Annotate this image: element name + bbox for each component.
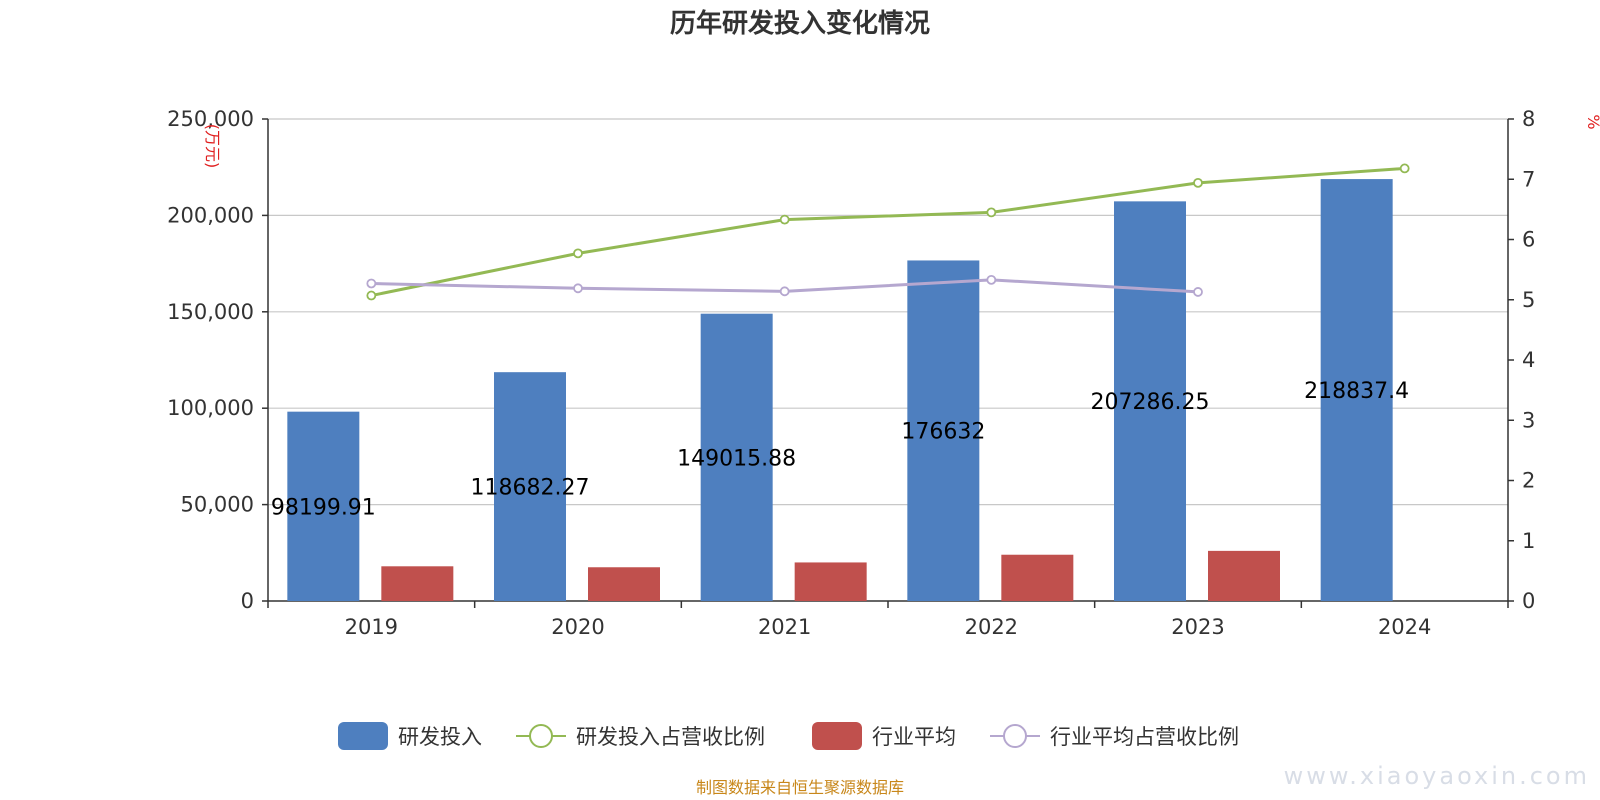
left-axis-tick-label: 50,000 [181, 493, 254, 517]
x-axis-tick-label: 2020 [551, 615, 604, 639]
bar-value-label: 98199.91 [271, 495, 376, 520]
legend-swatch [812, 722, 862, 750]
legend-swatch [338, 722, 388, 750]
right-axis-tick-label: 0 [1522, 589, 1535, 613]
bar-rd-investment [700, 313, 773, 601]
x-axis-tick-label: 2023 [1171, 615, 1224, 639]
line-industry-ratio-point [779, 286, 790, 297]
right-axis-tick-label: 5 [1522, 288, 1535, 312]
left-axis-tick-label: 100,000 [167, 396, 254, 420]
bar-value-label: 176632 [901, 420, 985, 445]
right-axis-tick-label: 3 [1522, 408, 1535, 432]
line-rd-ratio-point [366, 290, 377, 301]
left-axis-tick-label: 200,000 [167, 203, 254, 227]
right-axis-tick-label: 8 [1522, 107, 1535, 131]
x-axis-tick-label: 2021 [758, 615, 811, 639]
line-rd-ratio-point [573, 248, 583, 259]
bars [287, 179, 1393, 602]
lines [366, 163, 1410, 301]
bar-value-label: 118682.27 [471, 476, 590, 501]
line-rd-ratio-point [779, 214, 790, 225]
legend-swatch-marker [1003, 724, 1027, 748]
x-axis-tick-label: 2022 [965, 615, 1018, 639]
line-industry-ratio-point [573, 283, 583, 294]
line-rd-ratio [371, 166, 1405, 298]
line-industry-ratio-point [366, 278, 377, 289]
watermark: www.xiaoyaoxin.com [1284, 762, 1590, 790]
right-axis-tick-label: 7 [1522, 167, 1535, 191]
x-axis-tick-label: 2019 [345, 615, 398, 639]
left-axis-unit: (万元) [203, 124, 222, 169]
bar-industry-average [794, 562, 867, 601]
legend-label: 行业平均 [872, 725, 956, 749]
grid [268, 118, 1508, 506]
line-industry-ratio-point [1193, 287, 1203, 297]
bar-industry-average [381, 566, 454, 601]
right-axis-tick-label: 1 [1522, 529, 1535, 553]
right-axis-tick-label: 6 [1522, 228, 1535, 252]
legend-label: 研发投入占营收比例 [576, 725, 765, 749]
bar-rd-investment [287, 411, 360, 601]
line-industry-ratio-point [986, 274, 997, 285]
bar-rd-investment [494, 372, 566, 601]
left-axis-tick-label: 150,000 [167, 300, 254, 324]
right-axis-tick-label: 4 [1522, 348, 1535, 372]
left-axis-tick-label: 250,000 [167, 107, 254, 131]
axes: 0 50,000 100,000 150,000 200,000 250,000 0 1 2 3 4… [167, 107, 1535, 639]
bar-rd-investment [1114, 201, 1186, 601]
right-axis-tick-label: 2 [1522, 469, 1535, 493]
legend: 研发投入 研发投入占营收比例 行业平均 行业平均占营收比例 [338, 722, 1239, 750]
legend-swatch-marker [529, 724, 553, 748]
bar-industry-average [588, 567, 660, 601]
legend-label: 研发投入 [398, 725, 482, 749]
bar-labels: 98199.91 118682.27 149015.88 176632 207286.2… [271, 379, 1409, 520]
bar-industry-average [1001, 554, 1074, 601]
line-rd-ratio-point [986, 207, 997, 218]
bar-rd-investment [1320, 179, 1393, 602]
bar-value-label: 149015.88 [677, 446, 796, 471]
x-axis-tick-label: 2024 [1378, 615, 1431, 639]
chart-title: 历年研发投入变化情况 [670, 8, 930, 39]
bar-value-label: 218837.4 [1304, 379, 1409, 404]
bar-industry-average [1208, 550, 1280, 601]
right-axis-unit: % [1584, 114, 1600, 129]
line-rd-ratio-point [1193, 177, 1203, 188]
bar-rd-investment [907, 260, 980, 601]
line-rd-ratio-point [1399, 163, 1410, 174]
data-source: 制图数据来自恒生聚源数据库 [696, 778, 904, 797]
bar-value-label: 207286.25 [1091, 390, 1210, 415]
legend-label: 行业平均占营收比例 [1050, 725, 1239, 749]
left-axis-tick-label: 0 [241, 589, 254, 613]
